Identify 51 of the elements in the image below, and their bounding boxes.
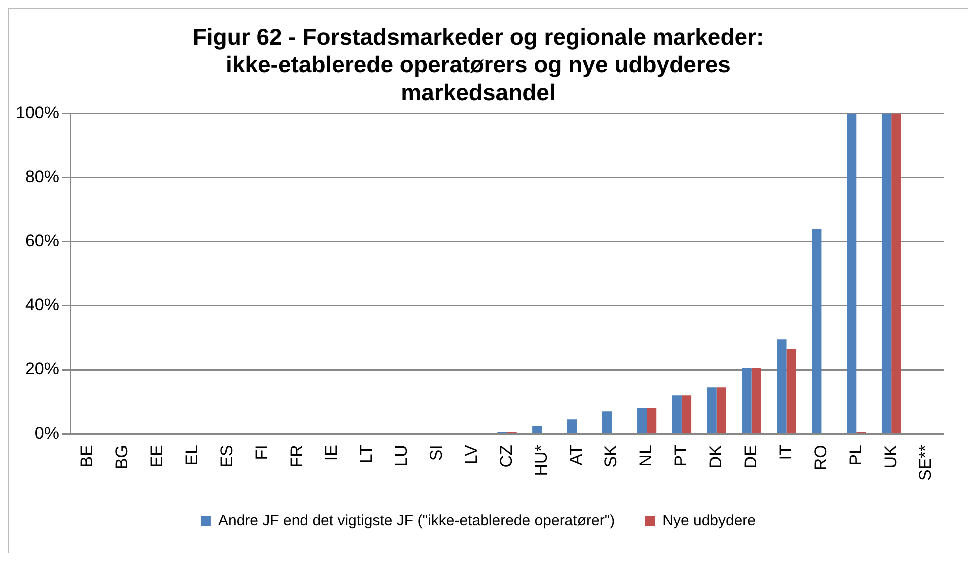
bar <box>786 349 796 434</box>
x-tick-label: LV <box>462 444 481 465</box>
legend-label: Andre JF end det vigtigste JF ("ikke-etablerede operatører") <box>218 512 616 530</box>
bar <box>647 408 657 434</box>
x-tick-label: FI <box>252 445 272 460</box>
legend-label: Nye udbydere <box>662 512 756 530</box>
x-tick-label: BG <box>112 445 132 470</box>
y-tick-label: 40% <box>25 296 60 315</box>
x-tick-label: LU <box>392 445 412 467</box>
y-tick-label: 60% <box>25 232 60 251</box>
y-tick-label: 100% <box>16 103 60 122</box>
x-tick-label: DK <box>706 444 726 469</box>
x-tick-label: ES <box>217 445 236 468</box>
bar <box>812 229 822 434</box>
x-tick-label: HU* <box>532 444 551 476</box>
bar <box>716 388 726 434</box>
bar <box>602 412 612 434</box>
chart-title: Figur 62 - Forstadsmarkeder og regionale markeder: ikke-etablerede operatørers og nye udbyderes markedsandel <box>192 24 764 106</box>
bar <box>752 368 762 434</box>
x-tick-label: SE** <box>916 444 936 482</box>
y-tick-label: 20% <box>25 360 60 379</box>
x-tick-label: AT <box>566 445 586 466</box>
x-tick-label: IE <box>322 445 342 462</box>
x-tick-label: LT <box>357 445 376 464</box>
bar <box>742 368 752 434</box>
bar <box>637 408 648 434</box>
x-tick-label: FR <box>287 445 306 468</box>
x-tick-label: EL <box>182 445 202 466</box>
x-tick-label: EE <box>148 445 167 468</box>
x-tick-label: RO <box>811 445 830 471</box>
y-tick-label: 80% <box>25 168 60 187</box>
x-tick-label: SK <box>602 444 621 468</box>
bar <box>568 420 578 434</box>
x-tick-label: IT <box>776 445 796 460</box>
bar <box>707 388 717 434</box>
x-tick-label: SI <box>427 445 446 462</box>
bar <box>682 396 692 434</box>
bar <box>892 114 902 434</box>
x-tick-label: PT <box>672 445 691 467</box>
x-tick-label: PL <box>846 445 866 466</box>
x-tick-label: DE <box>742 445 761 469</box>
x-tick-label: UK <box>881 444 900 469</box>
bar <box>882 114 892 434</box>
bar <box>532 426 542 434</box>
x-tick-label: BE <box>78 445 97 468</box>
bar <box>672 396 682 434</box>
y-tick-label: 0% <box>34 424 60 443</box>
x-tick-label: CZ <box>496 445 516 468</box>
x-tick-label: NL <box>636 445 656 467</box>
bar <box>777 340 787 434</box>
bar <box>847 114 857 434</box>
